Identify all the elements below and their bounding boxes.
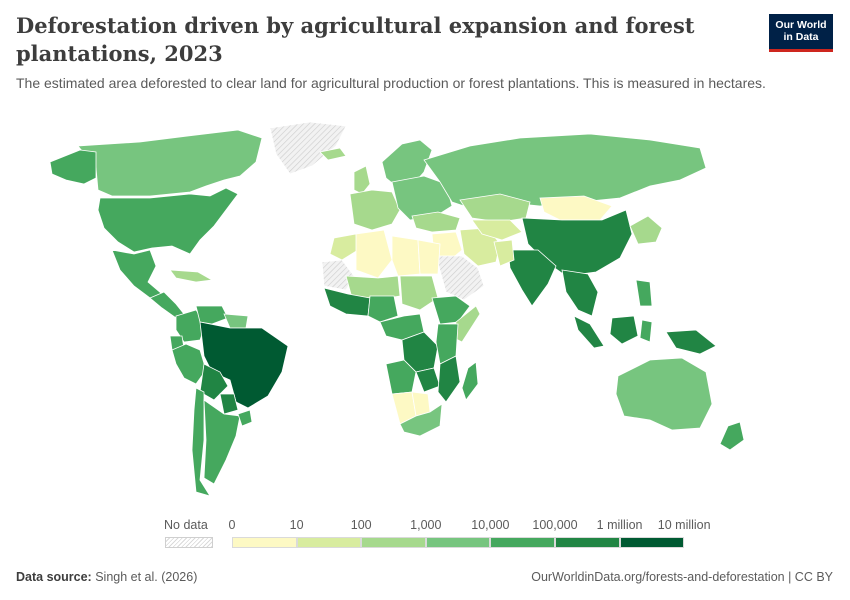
- region-korea-and-japan[interactable]: Korea and Japan: [629, 215, 663, 245]
- chart-title: Deforestation driven by agricultural exp…: [16, 13, 695, 66]
- world-map[interactable]: CanadaUnited StatesAlaska Greenland Mexico…: [0, 110, 850, 510]
- legend-tick-label: 10 million: [657, 518, 711, 532]
- region-caribbean[interactable]: Caribbean: [169, 269, 214, 283]
- region-sudan[interactable]: Sudan: [399, 275, 439, 311]
- legend-tick-label: 100,000: [532, 518, 578, 532]
- legend-no-data-label: No data: [164, 518, 208, 532]
- legend-tick-label: 0: [228, 518, 236, 532]
- region-canada[interactable]: Canada: [77, 129, 263, 197]
- legend-no-data-swatch: [165, 537, 213, 548]
- region-mainland-southeast-asia[interactable]: Mainland Southeast Asia: [561, 269, 599, 317]
- region-turkey-and-caucasus[interactable]: Turkey and Caucasus: [411, 211, 461, 233]
- owid-logo[interactable]: Our World in Data: [769, 14, 833, 52]
- legend-tick-label: 10: [289, 518, 304, 532]
- region-arabian-peninsula[interactable]: Arabian Peninsula: [435, 255, 485, 301]
- legend-tick-label: 10,000: [471, 518, 510, 532]
- region-greenland[interactable]: Greenland: [269, 121, 347, 175]
- legend-color-bins: [232, 537, 685, 548]
- legend-bin-6: [554, 537, 620, 548]
- region-australia[interactable]: Australia: [615, 357, 713, 431]
- region-eastern-europe[interactable]: Eastern Europe: [391, 175, 453, 221]
- region-libya[interactable]: Libya: [391, 235, 421, 277]
- region-madagascar[interactable]: Madagascar: [461, 361, 479, 401]
- region-new-zealand[interactable]: New Zealand: [719, 421, 745, 451]
- region-ethiopia[interactable]: Ethiopia: [431, 295, 471, 325]
- region-united-states[interactable]: United States: [97, 187, 239, 255]
- legend-bin-4: [425, 537, 491, 548]
- region-sulawesi[interactable]: Sulawesi: [639, 319, 653, 343]
- data-source-label: Data source:: [16, 570, 92, 584]
- region-nigeria[interactable]: Nigeria: [367, 295, 399, 323]
- region-pakistan[interactable]: Pakistan: [493, 239, 515, 267]
- region-south-africa[interactable]: South Africa: [399, 403, 443, 437]
- color-legend: No data 0 10 100 1,000 10,000 100,000 1 millio…: [160, 512, 711, 552]
- logo-line-1: Our World: [775, 19, 827, 31]
- region-morocco[interactable]: Morocco: [329, 233, 359, 261]
- region-new-guinea[interactable]: New Guinea: [665, 329, 717, 355]
- region-iceland[interactable]: Iceland: [319, 147, 347, 161]
- credit-link[interactable]: OurWorldinData.org/forests-and-deforesta…: [531, 570, 833, 584]
- region-mexico[interactable]: Mexico: [111, 249, 163, 299]
- region-central-america[interactable]: Central America: [149, 291, 185, 319]
- legend-tick-label: 100: [350, 518, 372, 532]
- region-india[interactable]: India: [507, 249, 557, 307]
- region-sumatra[interactable]: Sumatra: [573, 315, 605, 349]
- region-colombia[interactable]: Colombia: [175, 309, 207, 343]
- region-scandinavia[interactable]: Scandinavia: [381, 139, 433, 189]
- region-uruguay[interactable]: Uruguay: [237, 409, 253, 427]
- country-shapes[interactable]: CanadaUnited StatesAlaska Greenland Mexico…: [49, 121, 745, 497]
- region-egypt[interactable]: Egypt: [417, 239, 441, 275]
- region-western-europe[interactable]: Western Europe: [349, 189, 401, 231]
- legend-bin-7: [619, 537, 685, 548]
- legend-tick-label: 1,000: [410, 518, 442, 532]
- data-source: Data source: Singh et al. (2026): [16, 570, 197, 584]
- region-bolivia[interactable]: Bolivia: [199, 363, 229, 401]
- legend-bin-3: [361, 537, 426, 548]
- logo-line-2: in Data: [783, 31, 819, 43]
- legend-bin-2: [296, 537, 362, 548]
- region-philippines[interactable]: Philippines: [635, 279, 653, 307]
- region-borneo[interactable]: Borneo: [609, 315, 639, 345]
- region-argentina[interactable]: Argentina: [203, 399, 241, 485]
- region-algeria[interactable]: Algeria: [355, 229, 393, 279]
- region-zambia[interactable]: Zambia: [415, 367, 441, 393]
- legend-tick-label: 1 million: [596, 518, 643, 532]
- region-alaska[interactable]: Alaska: [49, 149, 97, 185]
- region-central-asia[interactable]: Central Asia: [471, 219, 523, 241]
- region-guianas[interactable]: Guianas: [223, 313, 249, 329]
- region-peru[interactable]: Peru: [171, 343, 207, 385]
- region-venezuela[interactable]: Venezuela: [195, 305, 229, 325]
- data-source-text: Singh et al. (2026): [95, 570, 198, 584]
- region-paraguay[interactable]: Paraguay: [219, 393, 239, 415]
- chart-subtitle: The estimated area deforested to clear l…: [16, 75, 766, 91]
- region-united-kingdom[interactable]: United Kingdom: [353, 165, 371, 195]
- region-angola[interactable]: Angola: [385, 359, 417, 395]
- legend-bin-1: [232, 537, 297, 548]
- region-mozambique[interactable]: Mozambique: [437, 355, 461, 403]
- legend-bin-5: [490, 537, 555, 548]
